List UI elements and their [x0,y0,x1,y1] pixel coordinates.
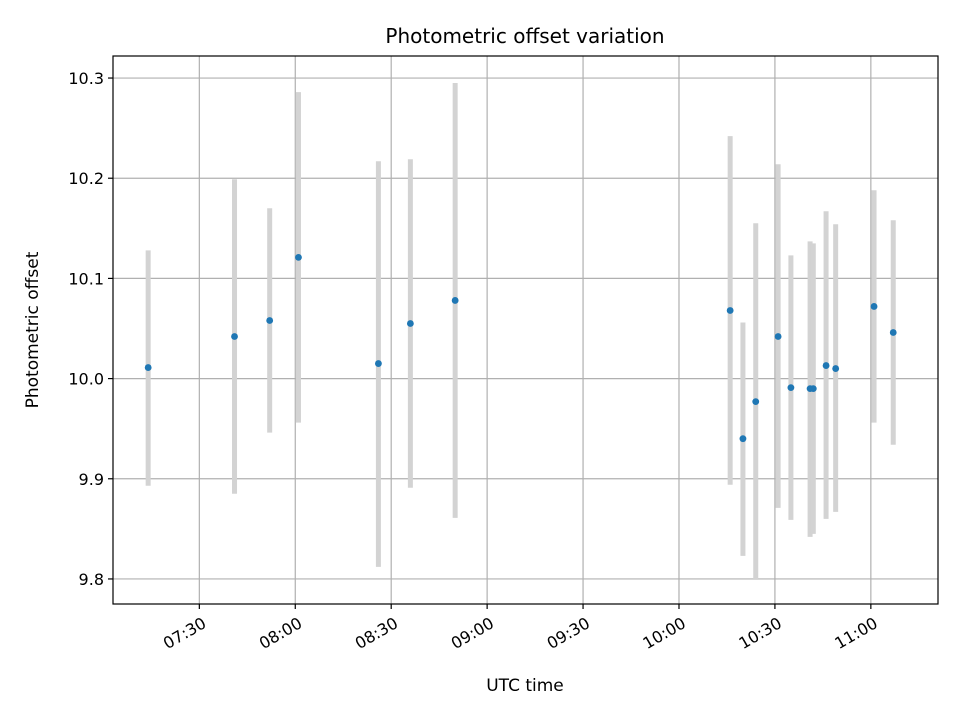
data-point [832,365,840,372]
data-point [295,253,302,261]
data-point [752,398,760,406]
data-point [739,435,747,443]
y-tick-label: 9.8 [79,570,104,589]
data-point [787,384,795,392]
chart-title: Photometric offset variation [385,24,664,48]
data-point [144,364,152,371]
data-point [451,297,459,304]
data-point [726,307,734,314]
x-tick-label: 08:30 [352,613,401,653]
x-tick-layer: 07:30 08:00 08:30 09:00 09:30 10:00 10:30 11:00 [160,604,881,653]
data-point [809,385,817,393]
x-tick-label: 10:00 [640,613,689,653]
data-point [406,320,414,327]
x-axis-label: UTC time [486,676,564,696]
data-point [266,317,274,324]
data-point [870,303,878,310]
y-tick-label: 10.3 [68,69,104,88]
data-point [375,360,382,367]
data-point [774,333,782,340]
x-tick-label: 08:00 [256,613,305,653]
point-layer [144,253,897,443]
grid-layer [113,56,938,604]
data-point [822,362,830,369]
y-tick-label: 9.9 [79,470,104,489]
x-tick-label: 10:30 [735,613,784,653]
y-axis-label: Photometric offset [23,251,43,408]
x-tick-label: 07:30 [160,613,209,653]
y-tick-layer: 9.8 9.9 10.0 10.1 10.2 10.3 [68,69,113,589]
plot-frame [112,55,939,605]
errorbar-layer [145,83,896,579]
x-tick-label: 09:00 [448,613,497,653]
y-tick-label: 10.2 [68,169,104,188]
y-tick-label: 10.0 [68,370,104,389]
x-tick-label: 11:00 [831,613,880,653]
x-tick-label: 09:30 [544,613,593,653]
data-point [231,333,238,340]
y-tick-label: 10.1 [68,269,104,288]
data-point [889,329,897,336]
